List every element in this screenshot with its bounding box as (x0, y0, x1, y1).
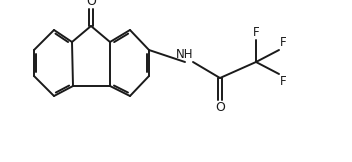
Text: F: F (253, 26, 259, 39)
Text: F: F (280, 75, 287, 88)
Text: NH: NH (176, 48, 194, 61)
Text: F: F (280, 36, 287, 49)
Text: O: O (86, 0, 96, 8)
Text: O: O (215, 101, 225, 114)
